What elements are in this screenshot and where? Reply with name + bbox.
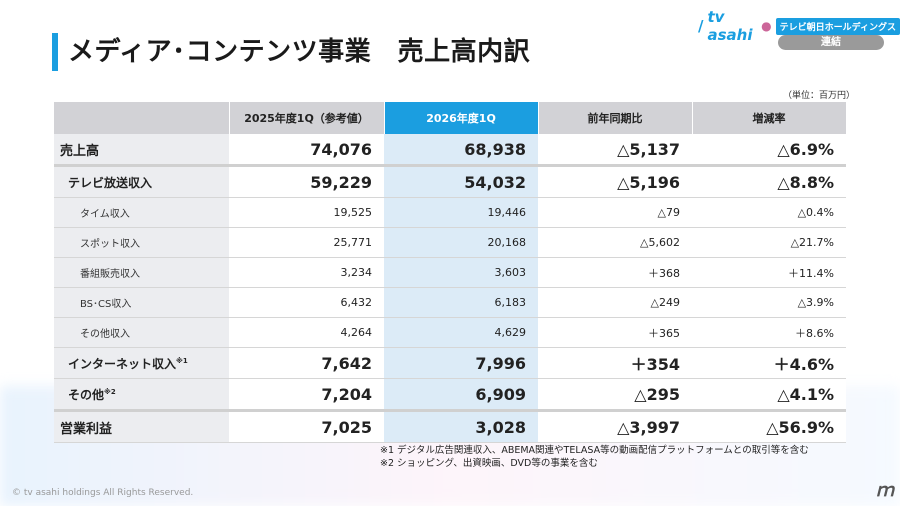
mascot-icon: ●: [761, 19, 772, 33]
cell-prev: 7,025: [229, 410, 384, 443]
cell-current: 6,183: [384, 287, 538, 318]
table-header-row: 2025年度1Q（参考値） 2026年度1Q 前年同期比 増減率: [54, 102, 847, 134]
row-label: 営業利益: [54, 410, 229, 443]
row-label: 番組販売収入: [54, 257, 229, 288]
page-title: メディア･コンテンツ事業 売上高内訳: [68, 37, 531, 67]
row-label: タイム収入: [54, 197, 229, 228]
cell-current: 7,996: [384, 347, 538, 379]
row-label: インターネット収入※1: [54, 347, 229, 379]
cell-rate: △8.8%: [692, 165, 846, 198]
footnote-marker: ※1: [176, 356, 188, 365]
table-row: タイム収入 19,525 19,446 △79 △0.4%: [54, 197, 846, 228]
cell-rate: ＋11.4%: [692, 257, 846, 288]
publisher-mark-icon: ｍ: [876, 480, 894, 501]
logo-brand: tv asahi: [707, 8, 753, 44]
cell-rate: △4.1%: [692, 378, 846, 412]
cell-yoy: △5,602: [538, 227, 692, 258]
header-blank: [54, 102, 230, 134]
header-rate: 増減率: [692, 102, 847, 134]
row-label: その他※2: [54, 378, 229, 412]
cell-yoy: △295: [538, 378, 692, 412]
header-current-year: 2026年度1Q: [384, 102, 539, 134]
footnotes: ※1 デジタル広告関連収入、ABEMA関連やTELASA等の動画配信プラットフォ…: [380, 444, 809, 470]
logo-holdings: テレビ朝日ホールディングス: [775, 17, 900, 35]
cell-rate: △0.4%: [692, 197, 846, 228]
table-row: その他※2 7,204 6,909 △295 △4.1%: [54, 378, 846, 412]
table-row: 売上高 74,076 68,938 △5,137 △6.9%: [54, 134, 846, 167]
cell-current: 3,603: [384, 257, 538, 288]
cell-yoy: ＋365: [538, 317, 692, 348]
cell-rate: △56.9%: [692, 410, 846, 443]
cell-yoy: ＋354: [538, 347, 692, 379]
cell-rate: △3.9%: [692, 287, 846, 318]
footnote-2: ※2 ショッピング、出資映画、DVD等の事業を含む: [380, 458, 598, 469]
table-row: テレビ放送収入 59,229 54,032 △5,196 △8.8%: [54, 165, 846, 198]
cell-current: 54,032: [384, 165, 538, 198]
cell-rate: ＋4.6%: [692, 347, 846, 379]
cell-current: 68,938: [384, 134, 538, 167]
unit-label: （単位：百万円）: [783, 91, 856, 101]
row-label: スポット収入: [54, 227, 229, 258]
cell-current: 19,446: [384, 197, 538, 228]
footnote-marker: ※2: [104, 387, 116, 396]
copyright: © tv asahi holdings All Rights Reserved.: [12, 488, 194, 498]
cell-prev: 7,204: [229, 378, 384, 412]
revenue-table: 2025年度1Q（参考値） 2026年度1Q 前年同期比 増減率 売上高 74,…: [54, 102, 847, 443]
title-accent-bar: [52, 33, 58, 71]
cell-prev: 59,229: [229, 165, 384, 198]
company-logo: / tv asahi ● テレビ朝日ホールディングス: [698, 8, 900, 44]
header-prev-year: 2025年度1Q（参考値）: [229, 102, 385, 134]
cell-prev: 25,771: [229, 227, 384, 258]
footnote-1: ※1 デジタル広告関連収入、ABEMA関連やTELASA等の動画配信プラットフォ…: [380, 445, 809, 456]
table-row: 番組販売収入 3,234 3,603 ＋368 ＋11.4%: [54, 257, 846, 288]
cell-rate: ＋8.6%: [692, 317, 846, 348]
consolidated-badge: 連結: [778, 35, 884, 50]
cell-current: 4,629: [384, 317, 538, 348]
header-yoy: 前年同期比: [538, 102, 693, 134]
table-row: その他収入 4,264 4,629 ＋365 ＋8.6%: [54, 317, 846, 348]
cell-yoy: △5,137: [538, 134, 692, 167]
cell-prev: 74,076: [229, 134, 384, 167]
cell-prev: 19,525: [229, 197, 384, 228]
cell-rate: △6.9%: [692, 134, 846, 167]
cell-yoy: △3,997: [538, 410, 692, 443]
row-label: 売上高: [54, 134, 229, 167]
table-row: 営業利益 7,025 3,028 △3,997 △56.9%: [54, 410, 846, 443]
row-label: その他収入: [54, 317, 229, 348]
table-row: BS･CS収入 6,432 6,183 △249 △3.9%: [54, 287, 846, 318]
cell-current: 6,909: [384, 378, 538, 412]
cell-current: 20,168: [384, 227, 538, 258]
logo-slash-icon: /: [698, 17, 704, 35]
row-label: テレビ放送収入: [54, 165, 229, 198]
table-row: スポット収入 25,771 20,168 △5,602 △21.7%: [54, 227, 846, 258]
row-label: BS･CS収入: [54, 287, 229, 318]
table-row: インターネット収入※1 7,642 7,996 ＋354 ＋4.6%: [54, 347, 846, 379]
cell-yoy: △79: [538, 197, 692, 228]
cell-current: 3,028: [384, 410, 538, 443]
cell-yoy: ＋368: [538, 257, 692, 288]
cell-rate: △21.7%: [692, 227, 846, 258]
cell-prev: 3,234: [229, 257, 384, 288]
cell-prev: 4,264: [229, 317, 384, 348]
cell-prev: 6,432: [229, 287, 384, 318]
cell-prev: 7,642: [229, 347, 384, 379]
cell-yoy: △5,196: [538, 165, 692, 198]
cell-yoy: △249: [538, 287, 692, 318]
